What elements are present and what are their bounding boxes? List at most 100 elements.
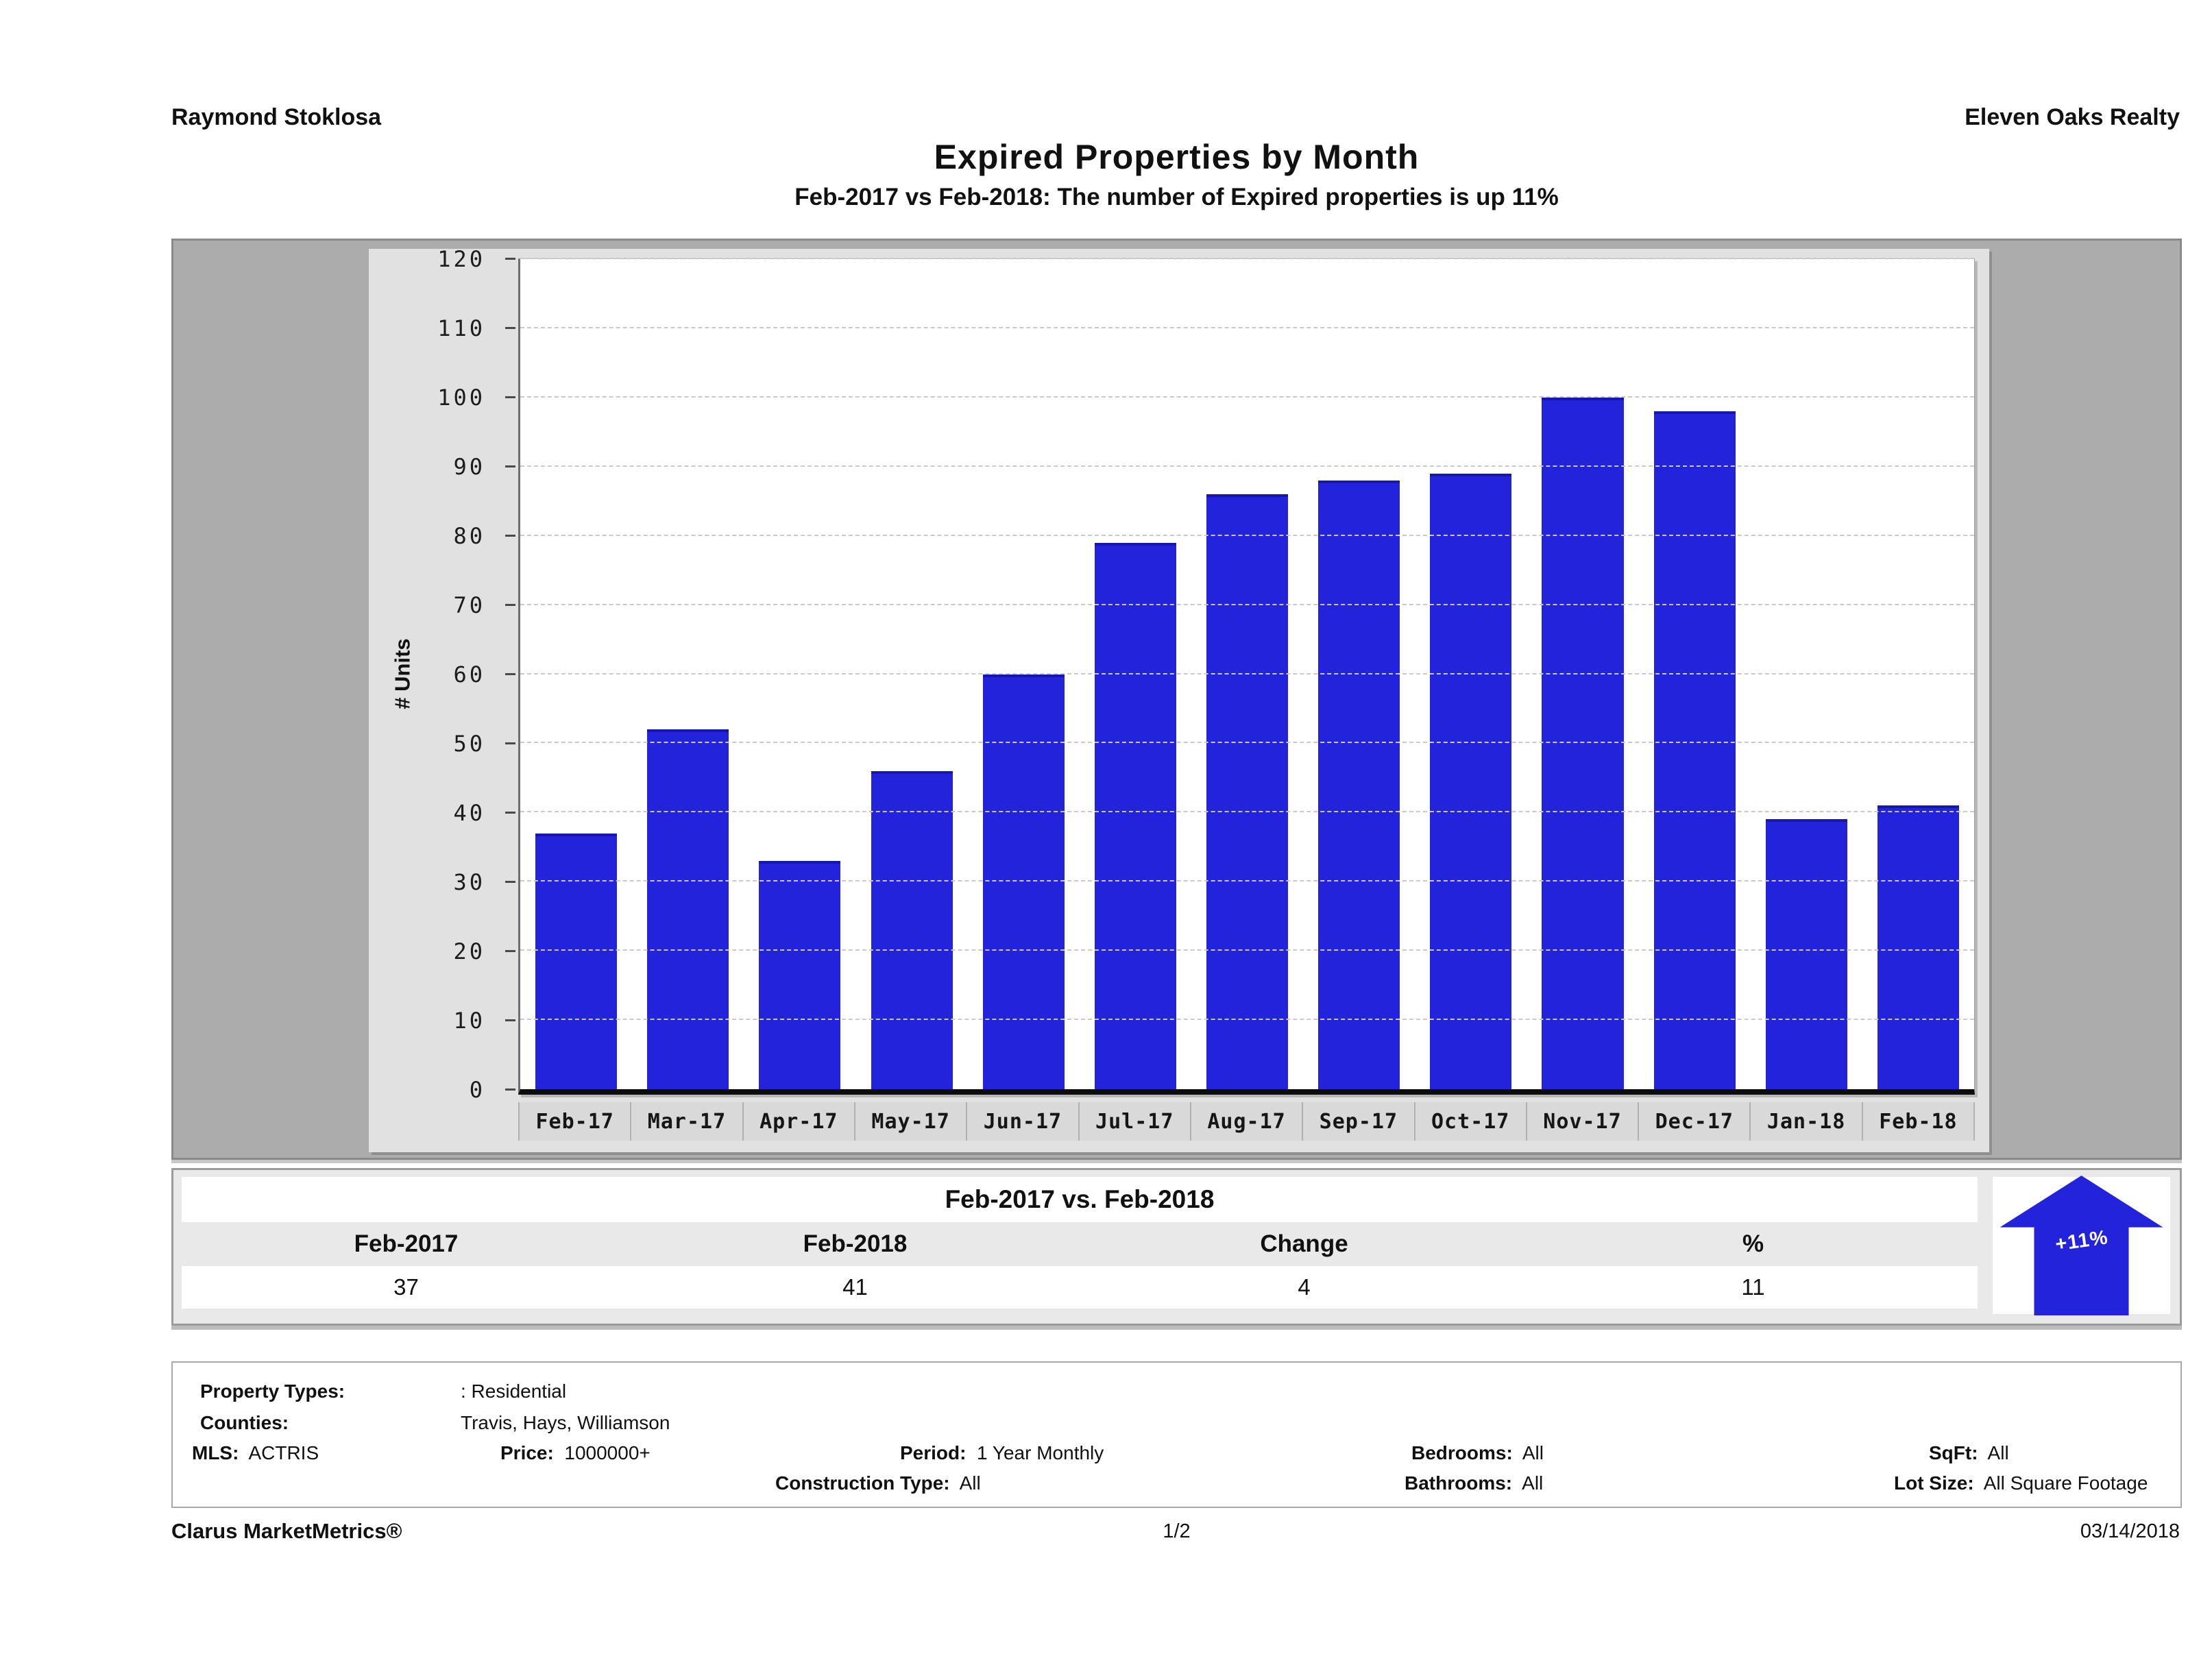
x-axis-label: Mar-17 — [631, 1102, 744, 1141]
comparison-header: % — [1742, 1230, 1764, 1257]
footer-page-number: 1/2 — [1163, 1520, 1191, 1542]
comparison-value: 37 — [393, 1274, 419, 1300]
y-axis-tick-mark — [505, 881, 515, 883]
x-axis-label: Nov-17 — [1527, 1102, 1640, 1141]
agent-name: Raymond Stoklosa — [171, 104, 382, 130]
x-axis-label: Jan-18 — [1751, 1102, 1863, 1141]
bar-slot — [1080, 259, 1191, 1089]
bar-slot — [968, 259, 1080, 1089]
y-axis-tick-label: 110 — [437, 315, 485, 341]
bar-Jan-18 — [1765, 819, 1847, 1089]
bar-slot — [632, 259, 744, 1089]
gridline — [520, 880, 1974, 882]
construction-type-value: All — [959, 1472, 981, 1494]
sqft-value: All — [1987, 1442, 2009, 1463]
comparison-value-row: 37 41 4 11 — [182, 1266, 1978, 1309]
trend-badge-label: +11% — [2053, 1226, 2109, 1256]
y-axis-tick-label: 0 — [469, 1077, 485, 1103]
bar-Feb-17 — [535, 833, 618, 1089]
x-axis-label: Feb-17 — [520, 1102, 632, 1141]
bar-slot — [1191, 259, 1303, 1089]
y-axis-tick-mark — [505, 604, 515, 606]
y-axis-tick-mark — [505, 950, 515, 953]
mls-label: MLS: — [192, 1442, 239, 1463]
sqft-label: SqFt: — [1929, 1442, 1978, 1463]
y-axis-tick-label: 30 — [453, 869, 485, 895]
y-axis-tick-label: 120 — [437, 246, 485, 272]
y-axis-tick-mark — [505, 465, 515, 467]
bar-Feb-18 — [1877, 805, 1959, 1089]
construction-type-label: Construction Type: — [775, 1472, 950, 1494]
footer-date: 03/14/2018 — [2080, 1520, 2180, 1542]
y-axis-tick-mark — [505, 812, 515, 814]
comparison-header: Feb-2017 — [354, 1230, 459, 1257]
bar-Aug-17 — [1206, 494, 1289, 1089]
company-name: Eleven Oaks Realty — [1965, 104, 2180, 130]
comparison-table-left: Feb-2017 vs. Feb-2018 Feb-2017 Feb-2018 … — [182, 1177, 1978, 1314]
chart-frame: # Units 0 10 20 30 40 50 60 70 80 90 100 110 120 Feb… — [171, 239, 2182, 1160]
report-title: Expired Properties by Month — [934, 138, 1420, 176]
bars-container — [520, 259, 1974, 1089]
gridline — [520, 465, 1974, 467]
y-axis-tick-label: 40 — [453, 800, 485, 826]
gridline — [520, 396, 1974, 398]
property-types-label: Property Types: — [200, 1381, 345, 1402]
x-axis-label: Feb-18 — [1863, 1102, 1976, 1141]
y-axis-tick-label: 60 — [453, 661, 485, 688]
bar-slot — [1862, 259, 1974, 1089]
bar-slot — [1639, 259, 1751, 1089]
y-axis-tick-mark — [505, 396, 515, 398]
bar-Mar-17 — [647, 729, 729, 1089]
report-subtitle: Feb-2017 vs Feb-2018: The number of Expi… — [794, 184, 1559, 210]
x-axis-label: Sep-17 — [1303, 1102, 1415, 1141]
bar-slot — [1415, 259, 1527, 1089]
comparison-value: 4 — [1298, 1274, 1311, 1300]
comparison-value: 11 — [1741, 1274, 1765, 1300]
comparison-header-row: Feb-2017 Feb-2018 Change % — [182, 1222, 1978, 1266]
x-axis-label: May-17 — [855, 1102, 968, 1141]
gridline — [520, 811, 1974, 813]
period-label: Period: — [900, 1442, 967, 1463]
x-axis-label: Jun-17 — [967, 1102, 1080, 1141]
bar-slot — [1527, 259, 1638, 1089]
y-axis-tick-label: 50 — [453, 731, 485, 757]
counties-label: Counties: — [200, 1412, 289, 1433]
bedrooms-value: All — [1522, 1442, 1544, 1463]
bar-slot — [1303, 259, 1415, 1089]
y-axis-tick-label: 100 — [437, 385, 485, 411]
y-axis-tick-label: 70 — [453, 592, 485, 618]
property-types-value: : Residential — [461, 1381, 567, 1402]
bar-Sep-17 — [1318, 480, 1400, 1089]
y-axis-tick-mark — [505, 673, 515, 675]
y-axis-tick-mark — [505, 258, 515, 260]
comparison-value: 41 — [842, 1274, 868, 1300]
bar-Jun-17 — [982, 674, 1065, 1089]
bar-slot — [855, 259, 967, 1089]
gridline — [520, 1019, 1974, 1021]
comparison-header: Feb-2018 — [803, 1230, 908, 1257]
footer-brand: Clarus MarketMetrics® — [171, 1519, 402, 1543]
y-axis-tick-label: 20 — [453, 938, 485, 964]
y-axis-ticks: 0 10 20 30 40 50 60 70 80 90 100 110 120 — [369, 246, 518, 1103]
price-value: 1000000+ — [564, 1442, 651, 1463]
y-axis-tick-label: 10 — [453, 1008, 485, 1034]
x-axis-label: Aug-17 — [1191, 1102, 1304, 1141]
bar-Dec-17 — [1653, 411, 1736, 1089]
gridline — [520, 534, 1974, 536]
comparison-title: Feb-2017 vs. Feb-2018 — [182, 1177, 1978, 1222]
bedrooms-label: Bedrooms: — [1411, 1442, 1513, 1463]
trend-badge-box: +11% — [1993, 1176, 2170, 1315]
x-axis-labels: Feb-17 Mar-17 Apr-17 May-17 Jun-17 Jul-17 Aug-… — [518, 1102, 1976, 1141]
bathrooms-value: All — [1522, 1472, 1544, 1494]
gridline — [520, 742, 1974, 744]
bar-Apr-17 — [759, 860, 841, 1089]
plot-area — [518, 258, 1975, 1095]
period-value: 1 Year Monthly — [977, 1442, 1104, 1463]
bar-slot — [744, 259, 855, 1089]
y-axis-tick-mark — [505, 535, 515, 537]
bar-May-17 — [871, 770, 953, 1089]
y-axis-tick-mark — [505, 1019, 515, 1022]
counties-value: Travis, Hays, Williamson — [461, 1412, 670, 1433]
gridline — [520, 603, 1974, 605]
bar-Jul-17 — [1094, 542, 1176, 1089]
